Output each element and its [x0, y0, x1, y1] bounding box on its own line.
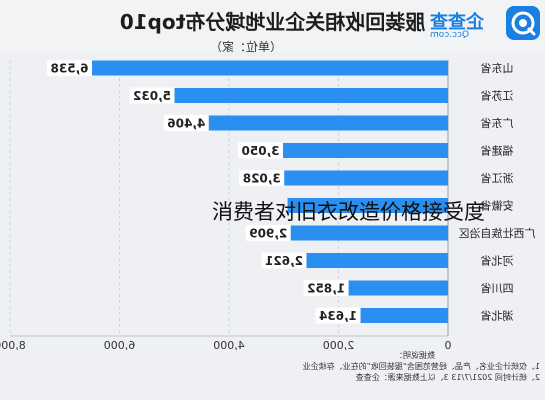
- value-label-bg-9: [315, 307, 361, 324]
- category-label-9: 湖北省: [481, 310, 514, 323]
- value-label-bg-8: [303, 280, 349, 296]
- value-label-2: 4,406: [167, 117, 205, 131]
- category-label-5: 安徽省: [481, 199, 514, 213]
- bar-7: [304, 253, 448, 268]
- bar-0: [90, 60, 449, 76]
- x-tick-label-2: 4,000: [213, 339, 245, 352]
- category-label-4: 浙江省: [481, 172, 514, 185]
- value-label-7: 2,621: [265, 254, 303, 268]
- overlay-caption: 消费者对旧衣改造价格接受度: [212, 200, 485, 224]
- bar-1: [172, 88, 449, 103]
- value-label-bg-3: [238, 142, 284, 159]
- x-tick-label-4: 8,000: [0, 339, 26, 352]
- chart-header: 服装回收相关企业地域分布top10 （单位：家） 企查查 Qcc.com: [0, 0, 545, 62]
- qcc-logo: 企查查 Qcc.com: [430, 6, 540, 46]
- category-label-2: 广东省: [481, 117, 514, 130]
- bar-5: [287, 198, 448, 213]
- notes-line-2: 2、统计时间 2021/7/13 3、以上数据来源：企查查: [355, 373, 540, 382]
- value-label-0: 6,538: [51, 62, 89, 76]
- data-notes: 数据说明： 1、仅统计企业名、产品、经营范围含“服装回收”的在业、存续企业 2、…: [302, 350, 540, 383]
- qcc-logo-icon: [506, 6, 540, 40]
- value-label-bg-1: [129, 87, 175, 104]
- value-label-bg-7: [261, 252, 307, 269]
- value-label-bg-6: [245, 225, 291, 241]
- category-label-6: 广西壮族自治区: [459, 226, 536, 240]
- bar-6: [288, 225, 448, 241]
- bar-4: [282, 170, 448, 186]
- value-label-3: 3,050: [242, 144, 280, 158]
- value-label-8: 1,852: [307, 282, 345, 296]
- x-tick-label-3: 6,000: [104, 339, 136, 352]
- value-label-1: 5,032: [133, 89, 171, 103]
- bar-8: [346, 280, 448, 296]
- notes-heading: 数据说明：: [395, 351, 435, 360]
- category-label-8: 四川省: [481, 282, 514, 295]
- value-label-bg-0: [47, 60, 93, 76]
- value-label-6: 2,909: [249, 227, 287, 241]
- category-label-7: 河北省: [481, 255, 514, 268]
- category-label-3: 福建省: [481, 144, 514, 158]
- value-label-9: 1,634: [319, 309, 357, 323]
- x-tick-label-0: 0: [445, 339, 452, 352]
- notes-line-1: 1、仅统计企业名、产品、经营范围含“服装回收”的在业、存续企业: [302, 362, 540, 371]
- category-label-0: 山东省: [481, 62, 514, 75]
- value-label-bg-4: [239, 170, 285, 186]
- value-label-4: 3,028: [243, 172, 281, 186]
- bar-2: [206, 115, 448, 131]
- bar-9: [358, 308, 448, 323]
- value-label-bg-2: [163, 115, 209, 131]
- x-tick-label-1: 2,000: [323, 339, 355, 352]
- category-label-1: 江苏省: [481, 90, 514, 103]
- bar-3: [281, 143, 448, 158]
